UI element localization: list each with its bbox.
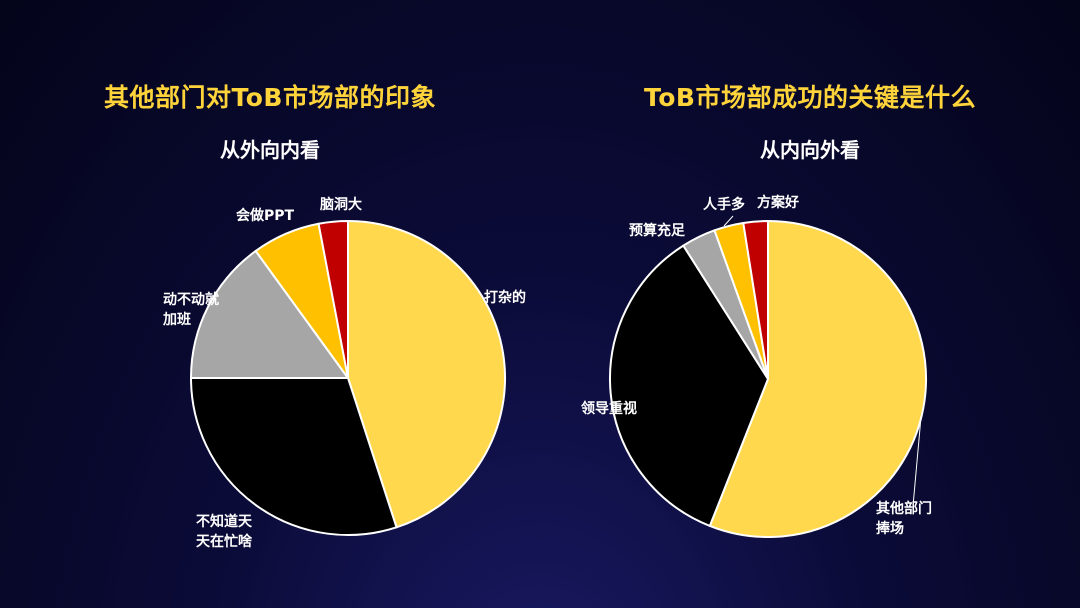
pie-slice <box>190 377 398 536</box>
pie-slice <box>742 220 769 380</box>
slice-label: 预算充足 <box>629 222 686 239</box>
leader-line <box>912 416 922 507</box>
slice-label: 领导重视 <box>581 400 637 417</box>
chart-subtitle: 从内向外看 <box>760 138 860 162</box>
slice-label: 不知道天天在忙啥 <box>196 513 253 550</box>
chart-title: ToB市场部成功的关键是什么 <box>644 83 976 112</box>
leader-line <box>723 215 734 227</box>
slice-label: 方案好 <box>757 194 799 211</box>
chart-right: ToB市场部成功的关键是什么 从内向外看 其他部门捧场 领导重视 预算充足 人手多 方案… <box>540 0 1080 608</box>
chart-left: 其他部门对ToB市场部的印象 从外向内看 打杂的不知道天天在忙啥 动不动就加班 会做… <box>104 83 526 550</box>
slice-label: 其他部门捧场 <box>876 500 932 537</box>
slice-label: 脑洞大 <box>320 196 362 213</box>
slice-label: 人手多 <box>703 196 745 213</box>
pie-slice <box>708 220 928 538</box>
pie-slice <box>347 220 507 529</box>
pie-slice <box>317 220 349 379</box>
pie-slice <box>190 249 349 379</box>
slice-label: 打杂的 <box>484 289 526 306</box>
chart-title: 其他部门对ToB市场部的印象 <box>104 83 436 112</box>
pie-slice <box>609 244 769 527</box>
slice-label: 动不动就加班 <box>162 291 219 328</box>
slice-label: 会做PPT <box>236 207 295 224</box>
chart-subtitle: 从外向内看 <box>220 138 320 162</box>
